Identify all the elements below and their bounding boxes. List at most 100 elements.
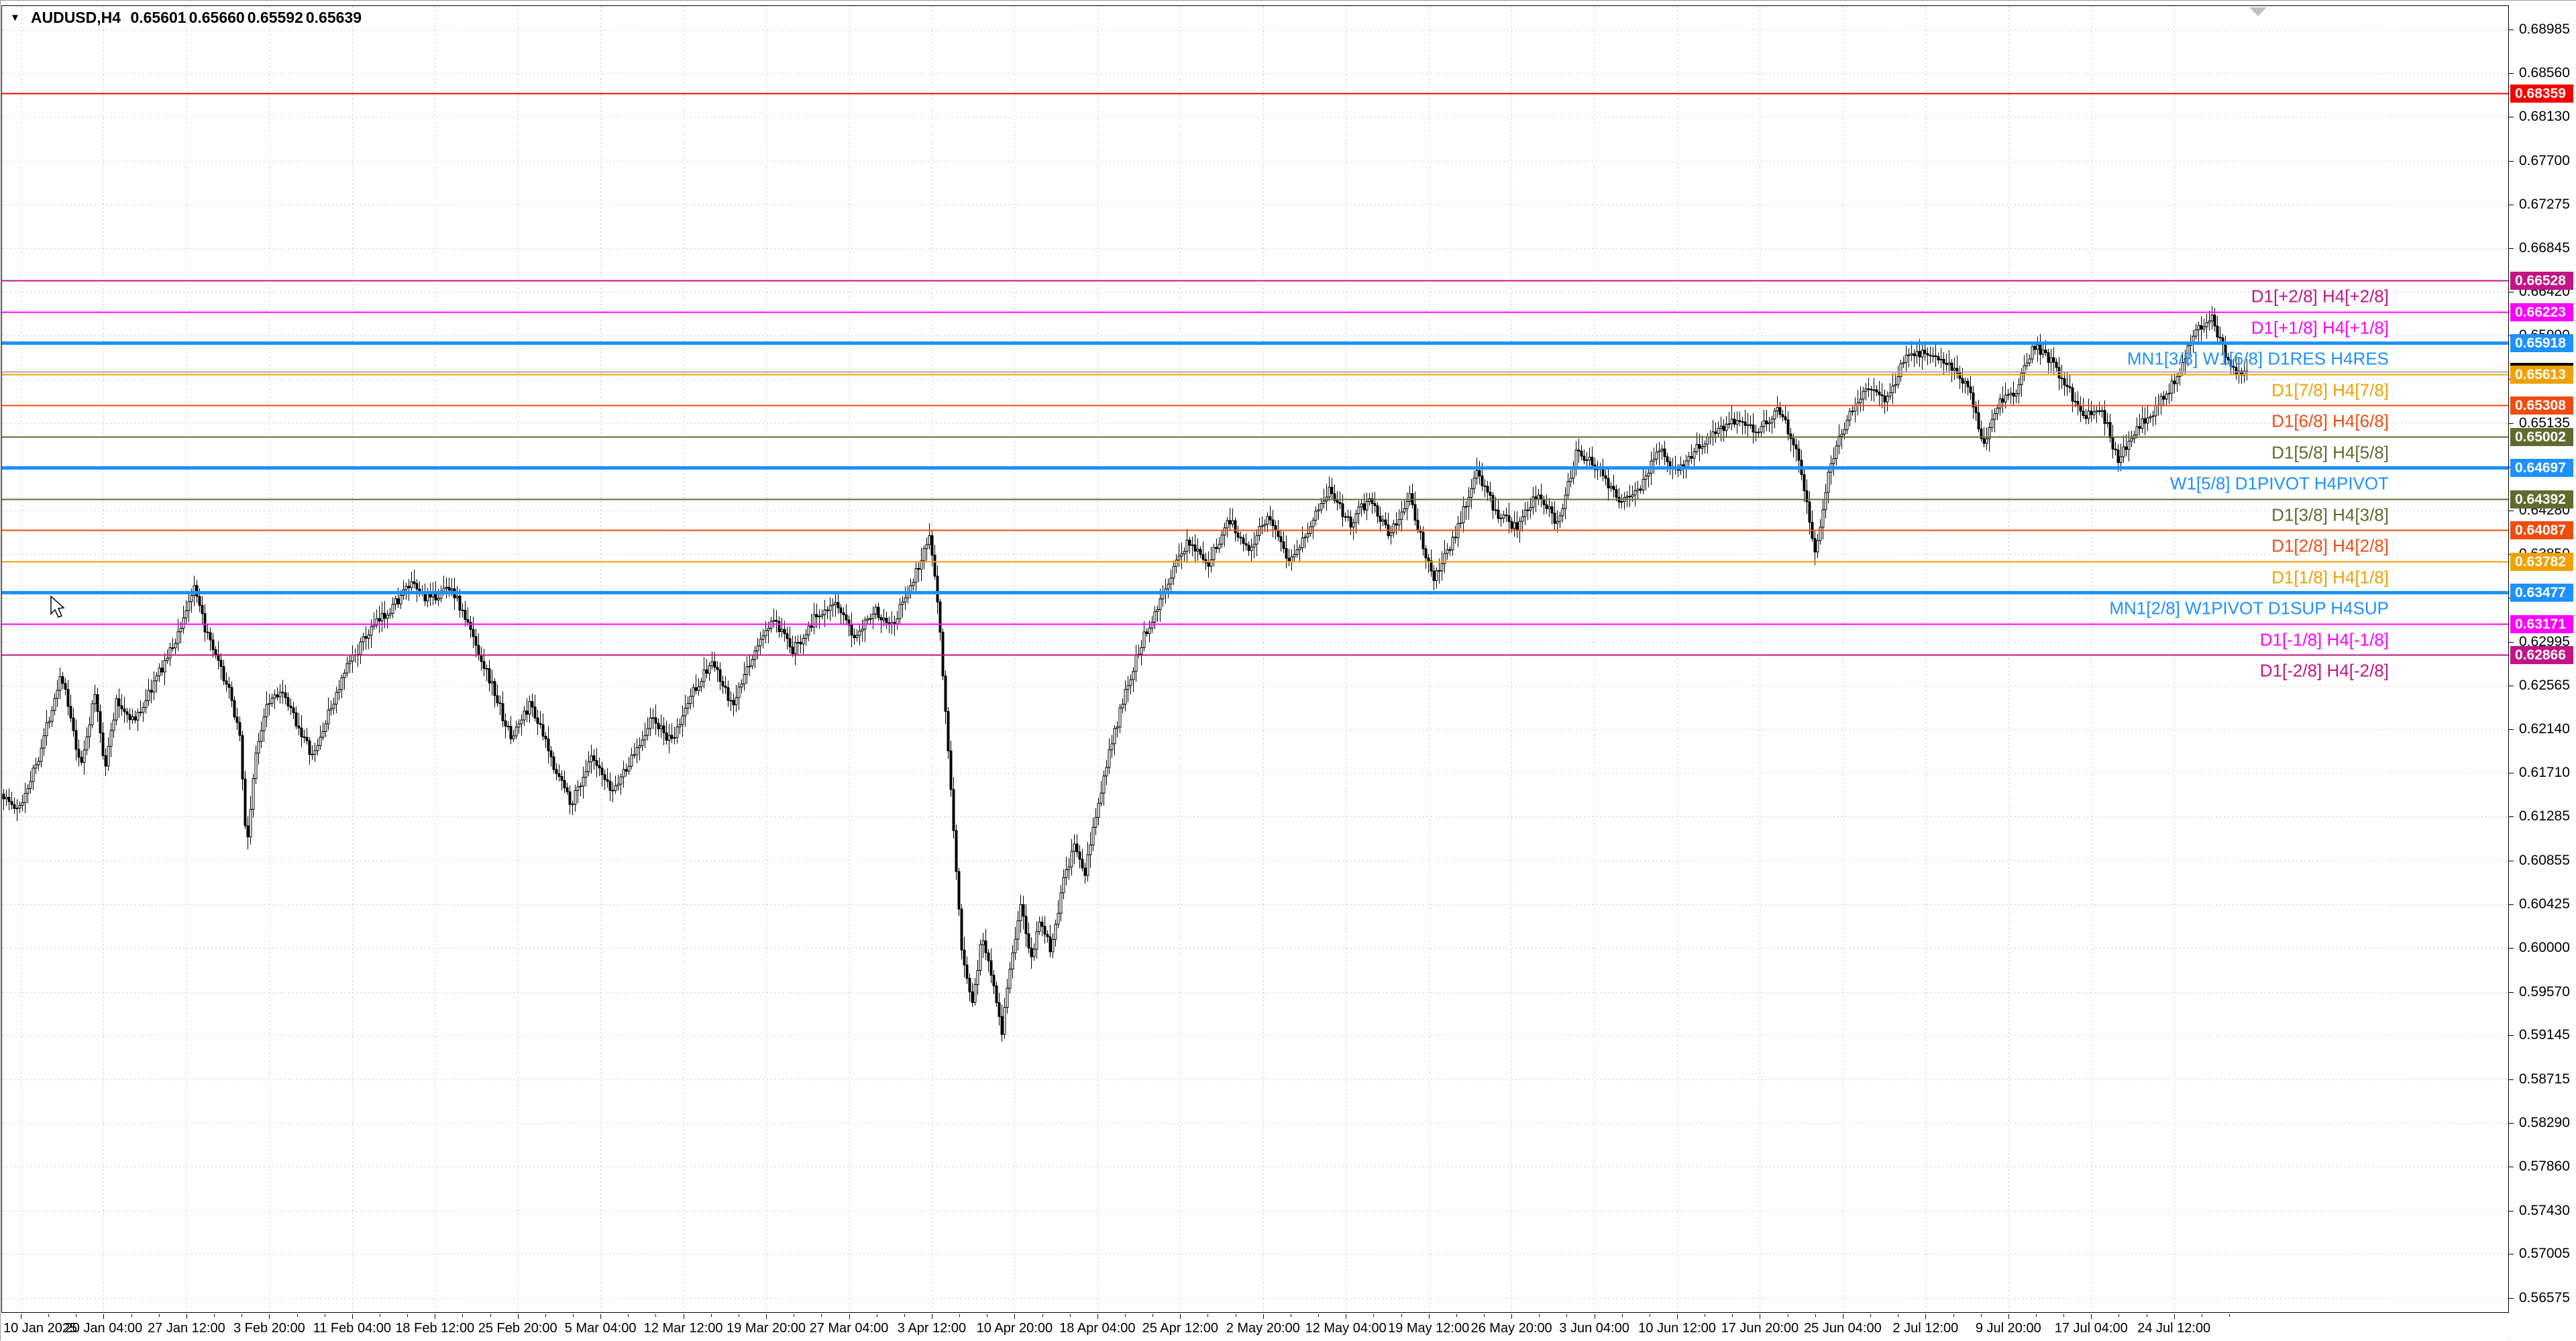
time-tick-label: 17 Jul 04:00 <box>2054 1321 2128 1336</box>
time-tick-label: 12 Mar 12:00 <box>643 1321 723 1336</box>
time-tick-label: 24 Jul 12:00 <box>2137 1321 2211 1336</box>
price-tick-mark <box>2509 904 2514 905</box>
plot-border <box>1 5 2509 1313</box>
time-tick-mark <box>1125 1314 1126 1317</box>
time-tick-mark <box>655 1314 656 1317</box>
level-label: W1[5/8] D1PIVOT H4PIVOT <box>2170 474 2389 494</box>
price-tick-label: 0.56575 <box>2519 1290 2570 1305</box>
price-tick-label: 0.65135 <box>2519 415 2570 431</box>
price-tick-label: 0.68130 <box>2519 109 2570 124</box>
price-tick-label: 0.59145 <box>2519 1027 2570 1042</box>
price-tick-label: 0.68560 <box>2519 65 2570 81</box>
level-label: D1[6/8] H4[6/8] <box>2271 411 2389 431</box>
time-tick-mark <box>1152 1314 1153 1317</box>
time-tick-label: 2 Jul 12:00 <box>1892 1321 1959 1336</box>
symbol-name: AUDUSD,H4 <box>30 9 121 26</box>
time-tick-mark <box>407 1314 408 1317</box>
time-tick-mark <box>1070 1314 1071 1317</box>
time-tick-mark <box>904 1314 905 1317</box>
price-level-badge: 0.66528 <box>2510 272 2573 290</box>
time-tick-label: 19 May 12:00 <box>1388 1321 1470 1336</box>
time-tick-label: 25 Feb 20:00 <box>478 1321 557 1336</box>
price-tick-label: 0.57860 <box>2519 1159 2570 1174</box>
price-level-badge: 0.65613 <box>2510 366 2573 384</box>
time-tick-mark <box>628 1314 629 1317</box>
price-tick-label: 0.62140 <box>2519 721 2570 737</box>
time-tick-label: 3 Feb 20:00 <box>233 1321 305 1336</box>
level-label: D1[-1/8] H4[-1/8] <box>2260 630 2389 650</box>
price-tick-label: 0.60425 <box>2519 896 2570 912</box>
time-tick-mark <box>1622 1314 1623 1317</box>
time-tick-label: 10 Jan 2025 <box>3 1321 78 1336</box>
time-tick-mark <box>1815 1314 1816 1317</box>
time-tick-mark <box>1263 1314 1264 1319</box>
level-label: D1[5/8] H4[5/8] <box>2271 443 2389 463</box>
price-tick-mark <box>2509 816 2514 817</box>
time-tick-label: 10 Apr 20:00 <box>976 1321 1053 1336</box>
time-tick-mark <box>1511 1314 1512 1319</box>
price-tick-label: 0.67700 <box>2519 153 2570 168</box>
ohlc-high: 0.65660 <box>189 9 245 26</box>
level-label: D1[-2/8] H4[-2/8] <box>2260 661 2389 681</box>
price-tick-mark <box>2509 423 2514 424</box>
time-tick-mark <box>545 1314 546 1317</box>
price-axis[interactable]: 0.68985 0.68560 0.68130 0.67700 0.67275 0.668… <box>2509 1 2576 1341</box>
time-tick-label: 9 Jul 20:00 <box>1975 1321 2041 1336</box>
level-label: MN1[3/8] W1[6/8] D1RES H4RES <box>2127 349 2389 369</box>
time-tick-mark <box>1732 1314 1733 1317</box>
chart-shift-marker-icon[interactable] <box>2249 7 2267 16</box>
time-tick-label: 20 Jan 04:00 <box>64 1321 143 1336</box>
time-tick-mark <box>1014 1314 1015 1319</box>
time-tick-mark <box>518 1314 519 1319</box>
time-tick-mark <box>2174 1314 2175 1319</box>
time-tick-mark <box>600 1314 601 1319</box>
level-label: D1[7/8] H4[7/8] <box>2271 380 2389 400</box>
time-tick-label: 25 Jun 04:00 <box>1804 1321 1882 1336</box>
time-tick-label: 27 Mar 04:00 <box>809 1321 889 1336</box>
price-tick-label: 0.67275 <box>2519 197 2570 212</box>
price-tick-label: 0.59570 <box>2519 984 2570 1000</box>
price-tick-mark <box>2509 1035 2514 1036</box>
time-tick-label: 5 Mar 04:00 <box>564 1321 637 1336</box>
time-tick-mark <box>1429 1314 1430 1319</box>
price-tick-label: 0.61285 <box>2519 808 2570 824</box>
time-tick-mark <box>1677 1314 1678 1319</box>
time-tick-mark <box>1456 1314 1457 1317</box>
time-tick-label: 27 Jan 12:00 <box>148 1321 225 1336</box>
price-tick-mark <box>2509 729 2514 730</box>
price-tick-mark <box>2509 161 2514 162</box>
time-tick-label: 12 May 04:00 <box>1305 1321 1387 1336</box>
price-tick-label: 0.62995 <box>2519 634 2570 649</box>
price-level-badge: 0.62866 <box>2510 646 2573 664</box>
candles-layer <box>2 306 2249 1042</box>
time-tick-mark <box>1539 1314 1540 1317</box>
price-tick-label: 0.60855 <box>2519 853 2570 868</box>
time-tick-label: 11 Feb 04:00 <box>313 1321 391 1336</box>
price-tick-label: 0.68985 <box>2519 21 2570 37</box>
time-axis[interactable]: 10 Jan 2025 20 Jan 04:00 27 Jan 12:00 3 Feb… <box>1 1314 2508 1341</box>
symbol-dropdown-icon[interactable]: ▼ <box>10 12 20 23</box>
time-tick-mark <box>821 1314 822 1317</box>
time-tick-label: 18 Feb 12:00 <box>395 1321 475 1336</box>
time-tick-mark <box>1180 1314 1181 1319</box>
time-tick-mark <box>711 1314 712 1317</box>
price-level-badge: 0.66223 <box>2510 303 2573 321</box>
time-tick-mark <box>159 1314 160 1317</box>
time-tick-label: 26 May 20:00 <box>1470 1321 1552 1336</box>
price-tick-label: 0.58290 <box>2519 1115 2570 1130</box>
time-tick-mark <box>573 1314 574 1317</box>
time-tick-mark <box>1566 1314 1567 1317</box>
time-tick-mark <box>1401 1314 1402 1317</box>
time-tick-mark <box>269 1314 270 1319</box>
time-tick-label: 19 Mar 20:00 <box>727 1321 806 1336</box>
time-tick-mark <box>131 1314 132 1317</box>
price-level-badge: 0.63477 <box>2510 584 2573 602</box>
time-tick-mark <box>2036 1314 2037 1317</box>
time-tick-mark <box>352 1314 353 1319</box>
time-tick-mark <box>2091 1314 2092 1319</box>
time-tick-label: 3 Jun 04:00 <box>1559 1321 1629 1336</box>
level-label: D1[3/8] H4[3/8] <box>2271 505 2389 525</box>
time-tick-mark <box>2229 1314 2230 1317</box>
